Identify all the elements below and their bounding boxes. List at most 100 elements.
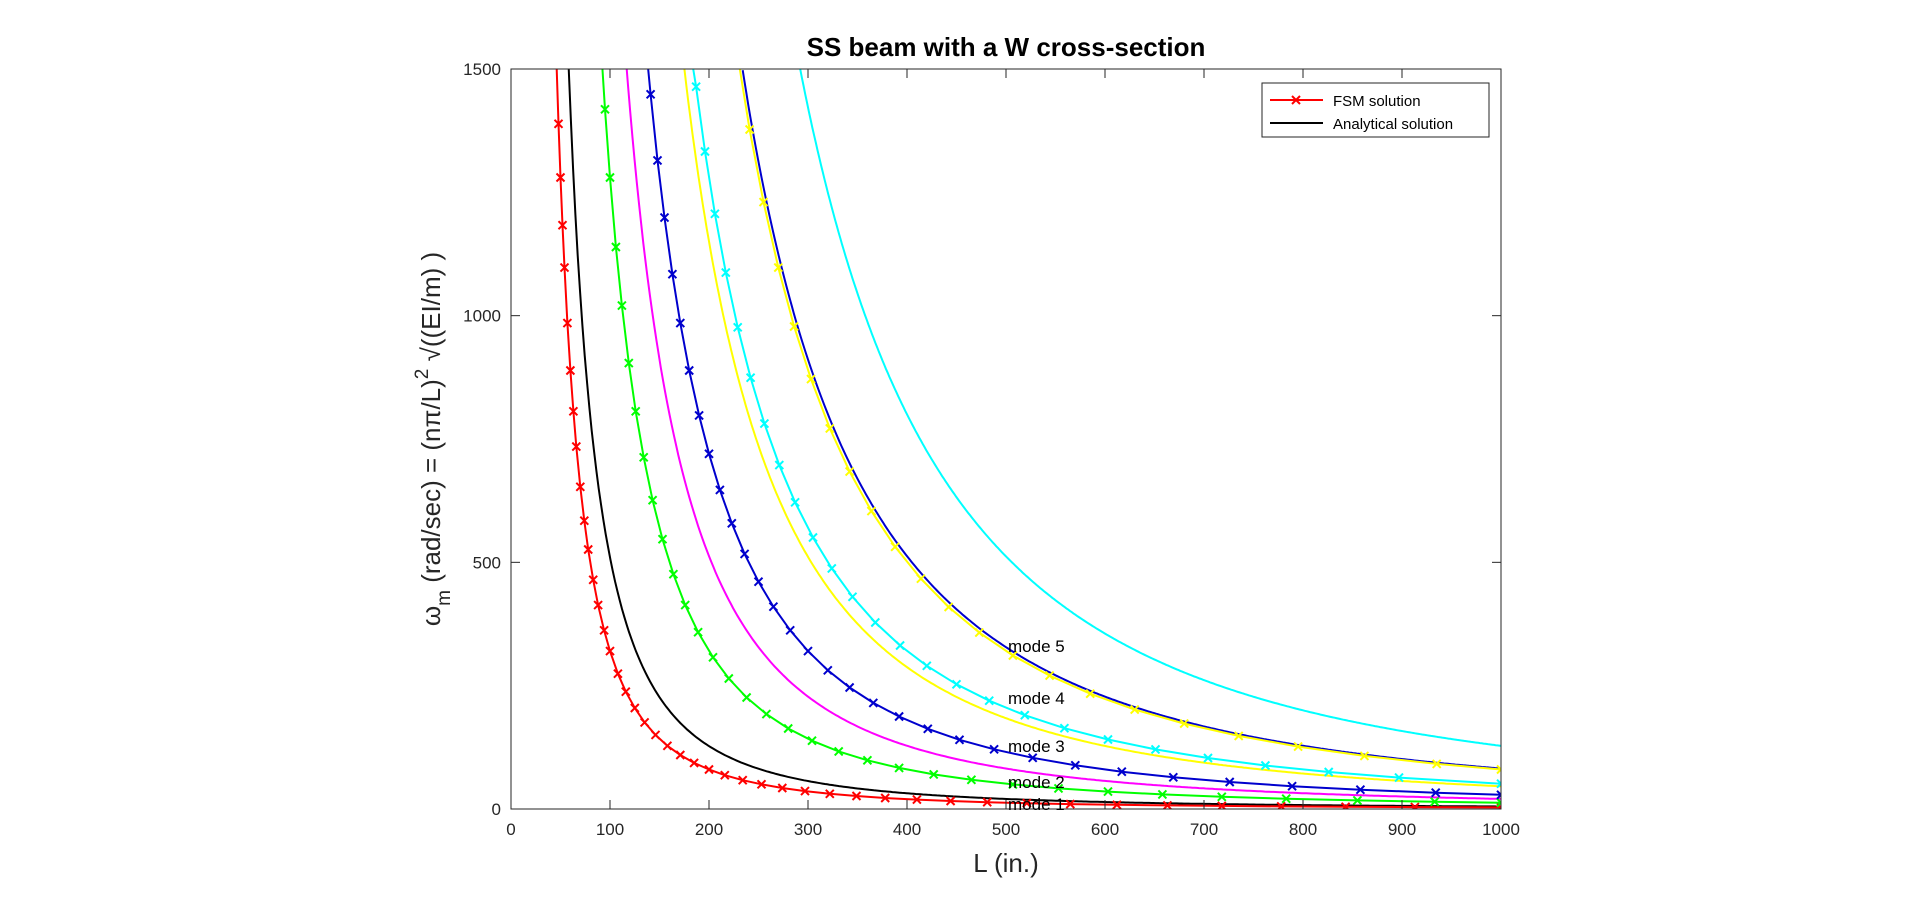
fsm-mode-3-marker xyxy=(1430,787,1441,798)
fsm-mode-4-marker xyxy=(745,372,756,383)
fsm-mode-3-marker xyxy=(954,735,965,745)
y-axis-title: ωm (rad/sec) = (nπ/L)2 √((EI/m) ) xyxy=(412,252,455,626)
fsm-mode-3-marker xyxy=(989,744,999,755)
fsm-mode-1-marker xyxy=(800,786,810,796)
fsm-mode-2-marker xyxy=(1053,783,1064,794)
fsm-mode-3-marker xyxy=(1355,784,1366,795)
fsm-mode-1-marker xyxy=(613,668,623,679)
fsm-mode-4-marker xyxy=(700,146,710,157)
fsm-mode-2-marker xyxy=(724,673,734,684)
x-tick-label: 400 xyxy=(893,820,921,839)
fsm-mode-1-marker xyxy=(704,764,714,775)
fsm-mode-2-marker xyxy=(600,104,610,115)
fsm-mode-1-marker xyxy=(579,515,590,526)
y-axis-title-superscript: 2 xyxy=(412,369,433,380)
y-axis-title-middle: (rad/sec) = (nπ/L) xyxy=(416,379,446,590)
annotation-mode-label: mode 5 xyxy=(1008,637,1065,656)
fsm-mode-4-marker xyxy=(1020,710,1030,720)
fsm-mode-4-marker xyxy=(721,267,731,278)
fsm-mode-4-marker xyxy=(1150,744,1161,755)
fsm-mode-3-marker xyxy=(1224,777,1235,787)
axis-ticks: 0 100 200 300 400 500 600 700 800 900 1000 0 500 1000… xyxy=(463,60,1520,839)
fsm-mode-4-marker xyxy=(774,460,785,470)
fsm-mode-1-marker xyxy=(630,703,640,713)
fsm-mode-4-marker xyxy=(922,661,932,671)
mode-annotations: mode 5 mode 4 mode 3 mode 2 mode 1 xyxy=(1008,637,1065,814)
fsm-mode-2-marker xyxy=(1281,793,1291,804)
fsm-mode-1-marker xyxy=(593,600,603,610)
fsm-mode-2-marker xyxy=(668,569,679,579)
axes-background xyxy=(511,69,1501,809)
fsm-mode-5-marker xyxy=(789,321,799,332)
y-tick-label: 500 xyxy=(473,553,501,572)
fsm-mode-1-marker xyxy=(639,717,650,728)
analytical-mode-3-curve xyxy=(683,69,1501,788)
fsm-mode-4-marker xyxy=(1059,723,1070,733)
fsm-mode-2-marker xyxy=(657,534,668,544)
fsm-mode-4-marker xyxy=(895,640,905,651)
fsm-mode-2-marker xyxy=(693,627,703,637)
fsm-mode-1-marker xyxy=(568,406,579,417)
fsm-mode-1-marker xyxy=(675,750,686,760)
y-tick-label: 1500 xyxy=(463,60,501,79)
fsm-mode-2-marker xyxy=(783,723,793,734)
fsm-mode-1-marker xyxy=(662,741,673,751)
fsm-mode-1-marker xyxy=(851,791,862,801)
fsm-mode-4-marker xyxy=(691,81,701,92)
fsm-mode-2-marker xyxy=(862,755,873,766)
fsm-mode-1-marker xyxy=(1065,799,1076,809)
fsm-mode-1-marker xyxy=(756,779,767,790)
x-tick-label: 600 xyxy=(1091,820,1119,839)
fsm-mode-4-marker xyxy=(1394,772,1404,783)
x-tick-label: 900 xyxy=(1388,820,1416,839)
fsm-mode-4-marker xyxy=(870,617,881,628)
fsm-mode-2-marker xyxy=(928,769,939,780)
fsm-mode-2-marker xyxy=(617,300,627,311)
fsm-mode-3-marker xyxy=(727,518,737,529)
fsm-mode-3-marker xyxy=(694,410,704,421)
fsm-mode-1-marker xyxy=(605,646,615,656)
fsm-mode-3-marker xyxy=(823,665,833,676)
fsm-mode-2-marker xyxy=(624,358,634,368)
fsm-mode-1-marker xyxy=(650,730,661,740)
fsm-mode-5-marker xyxy=(1293,741,1303,752)
y-tick-label: 1000 xyxy=(463,307,501,326)
fsm-mode-3-marker xyxy=(667,269,678,279)
fsm-mode-5-marker xyxy=(890,542,900,552)
fsm-mode-1-marker xyxy=(737,775,748,785)
fsm-mode-5-marker xyxy=(974,627,985,638)
x-tick-label: 300 xyxy=(794,820,822,839)
y-tick-label: 0 xyxy=(492,800,501,819)
fsm-mode-1-marker xyxy=(945,796,956,806)
fsm-mode-3-marker xyxy=(923,724,933,734)
x-axis-title: L (in.) xyxy=(973,848,1039,878)
fsm-mode-2-marker xyxy=(894,763,904,773)
x-tick-label: 100 xyxy=(596,820,624,839)
fsm-mode-4-marker xyxy=(1203,753,1213,763)
fsm-mode-2-marker xyxy=(1429,796,1440,807)
plot-area xyxy=(553,69,1501,809)
fsm-mode-5-marker xyxy=(1233,731,1244,741)
fsm-mode-5-marker xyxy=(943,602,954,612)
fsm-mode-4-marker xyxy=(710,209,720,219)
fsm-mode-2-marker xyxy=(708,652,718,663)
fsm-mode-2-marker xyxy=(647,495,658,505)
fsm-mode-5-marker xyxy=(1008,650,1018,661)
fsm-mode-4-marker xyxy=(1103,734,1113,745)
fsm-mode-4-marker xyxy=(984,695,994,706)
fsm-mode-3-marker xyxy=(803,646,813,656)
fsm-mode-5-marker xyxy=(1179,718,1189,729)
fsm-mode-1-marker xyxy=(689,758,699,768)
fsm-mode-3-marker xyxy=(739,549,750,559)
chart-title: SS beam with a W cross-section xyxy=(807,32,1206,62)
fsm-mode-4-marker xyxy=(827,563,837,574)
fsm-mode-1-marker xyxy=(825,789,835,799)
fsm-mode-4-marker xyxy=(951,679,962,690)
fsm-mode-3-marker xyxy=(844,682,855,693)
fsm-mode-3-marker xyxy=(675,318,686,328)
fsm-mode-2-marker xyxy=(1103,786,1113,797)
fsm-mode-1-marker xyxy=(912,794,922,805)
fsm-mode-1-marker xyxy=(720,770,730,780)
fsm-mode-1-marker xyxy=(565,365,576,376)
fsm-mode-5-marker xyxy=(806,374,816,384)
